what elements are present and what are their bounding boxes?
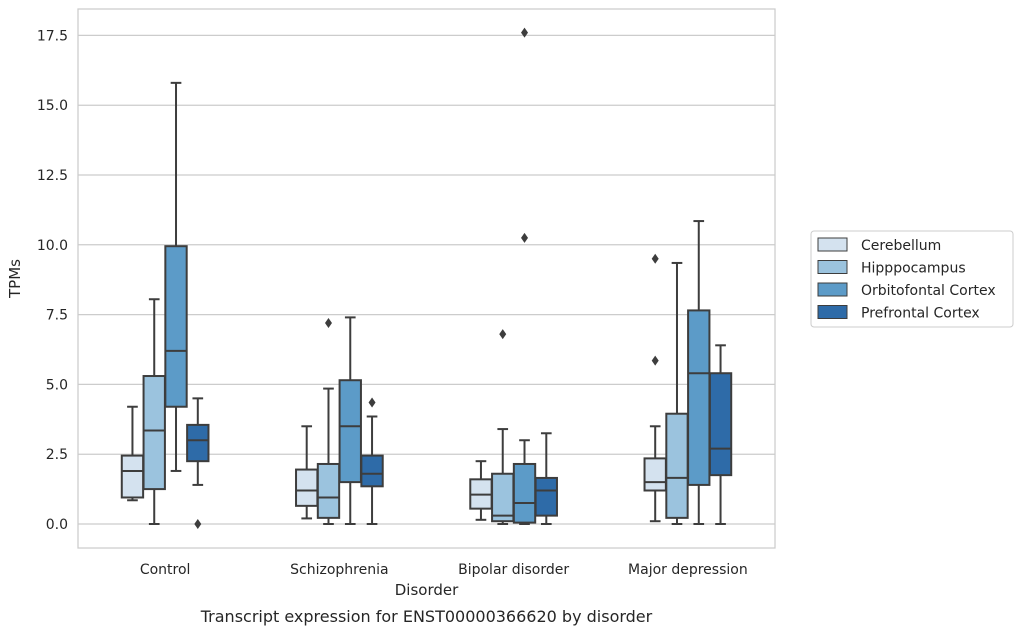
- box-orbitofontal-cortex: [687, 220, 711, 525]
- box-orbitofontal-cortex: [164, 81, 188, 472]
- y-tick-label: 7.5: [46, 308, 68, 324]
- box-orbitofontal-cortex: [338, 316, 362, 525]
- legend-frame: [810, 230, 1014, 328]
- box-iqr: [360, 454, 384, 488]
- box-iqr: [534, 476, 558, 517]
- legend-label: Prefrontal Cortex: [861, 306, 980, 322]
- box-cerebellum: [120, 405, 145, 502]
- box-prefrontal-cortex: [360, 397, 384, 525]
- chart-caption: Transcript expression for ENST0000036662…: [200, 607, 653, 626]
- y-tick-label: 15.0: [37, 98, 68, 114]
- x-tick-label: Major depression: [628, 562, 748, 578]
- outlier-point: [651, 253, 659, 264]
- outlier-point: [368, 397, 376, 408]
- x-axis-ticks: Control Schizophrenia Bipolar disorder Majo…: [140, 562, 748, 578]
- legend-swatch: [817, 305, 848, 319]
- y-tick-label: 12.5: [37, 168, 68, 184]
- box-iqr: [164, 245, 188, 408]
- legend-label: Orbitofontal Cortex: [861, 283, 996, 299]
- box-cerebellum: [643, 253, 667, 523]
- legend-swatch: [817, 237, 848, 252]
- box-hipppocampus: [316, 317, 341, 525]
- box-iqr: [491, 472, 515, 523]
- legend: Cerebellum Hipppocampus Orbitofontal Corte…: [810, 230, 1014, 328]
- y-tick-label: 2.5: [46, 447, 68, 463]
- box-iqr: [295, 468, 319, 507]
- legend-label: Hipppocampus: [861, 261, 966, 277]
- box-iqr: [708, 372, 733, 477]
- y-tick-label: 5.0: [46, 377, 68, 393]
- box-cerebellum: [469, 460, 493, 521]
- box-prefrontal-cortex: [534, 432, 558, 525]
- outlier-point: [194, 519, 202, 529]
- x-axis-label: Disorder: [395, 581, 459, 599]
- x-tick-label: Schizophrenia: [290, 562, 388, 578]
- x-tick-label: Bipolar disorder: [458, 562, 569, 578]
- box-iqr: [142, 375, 166, 491]
- box-iqr: [338, 379, 362, 484]
- y-tick-label: 10.0: [37, 238, 68, 254]
- y-axis-label: TPMs: [6, 259, 24, 299]
- box-iqr: [643, 457, 667, 492]
- plot-frame: [77, 8, 776, 549]
- box-iqr: [512, 462, 537, 524]
- box-prefrontal-cortex: [708, 344, 733, 525]
- box-iqr: [687, 309, 711, 486]
- outlier-point: [521, 232, 529, 243]
- x-tick-label: Control: [140, 562, 191, 578]
- box-iqr: [186, 423, 210, 463]
- y-tick-label: 0.0: [46, 517, 68, 533]
- outlier-point: [651, 355, 659, 366]
- box-orbitofontal-cortex: [512, 27, 537, 525]
- y-tick-label: 17.5: [37, 28, 68, 44]
- legend-label: Cerebellum: [861, 238, 941, 254]
- y-axis-ticks: 0.0 2.5 5.0 7.5 10.0 12.5 15.0 17.5: [37, 28, 68, 533]
- legend-swatch: [817, 282, 848, 297]
- box-hipppocampus: [491, 329, 515, 525]
- box-iqr: [120, 454, 145, 499]
- box-hipppocampus: [142, 298, 166, 525]
- box-iqr: [316, 462, 341, 519]
- outlier-point: [324, 317, 332, 328]
- box-iqr: [665, 412, 689, 519]
- legend-swatch: [817, 260, 848, 274]
- outlier-point: [521, 27, 529, 38]
- box-hipppocampus: [665, 261, 689, 525]
- outlier-point: [499, 329, 507, 340]
- box-prefrontal-cortex: [186, 397, 210, 529]
- box-plots: [120, 27, 733, 529]
- box-cerebellum: [295, 425, 319, 520]
